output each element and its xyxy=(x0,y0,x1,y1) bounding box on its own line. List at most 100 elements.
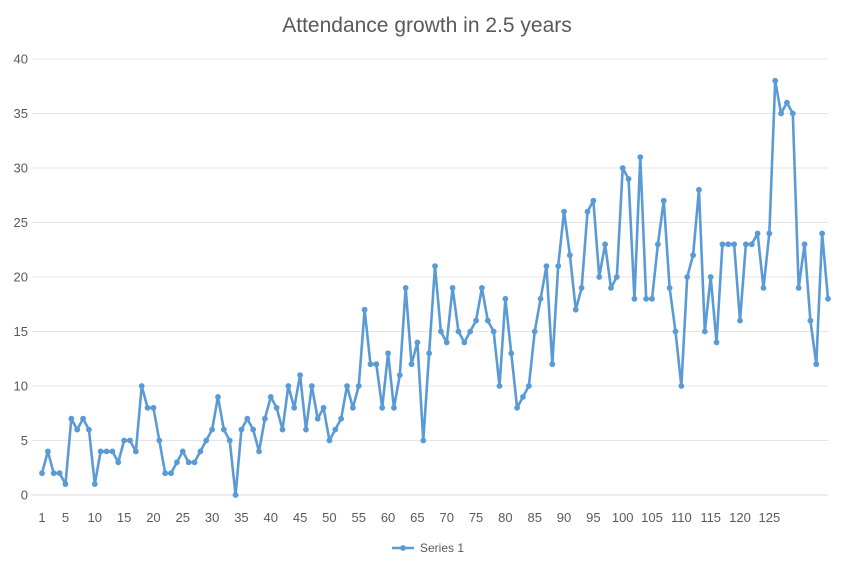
chart-title: Attendance growth in 2.5 years xyxy=(282,14,572,37)
data-point xyxy=(191,459,198,466)
data-point xyxy=(68,415,75,422)
data-point xyxy=(39,470,45,477)
data-point xyxy=(567,252,573,259)
x-tick-label: 30 xyxy=(205,510,219,525)
data-point xyxy=(256,448,262,455)
data-point xyxy=(467,328,474,335)
data-point xyxy=(97,448,104,455)
data-point xyxy=(261,415,268,422)
data-point xyxy=(391,404,397,411)
data-point xyxy=(326,437,333,444)
data-point xyxy=(613,274,620,280)
data-point xyxy=(690,252,696,259)
x-tick-label: 15 xyxy=(117,510,131,525)
data-point xyxy=(303,426,309,433)
x-tick-label: 105 xyxy=(641,510,663,525)
data-point xyxy=(625,176,632,182)
y-tick-label: 40 xyxy=(14,52,28,67)
data-point xyxy=(179,448,186,455)
data-point xyxy=(138,383,145,389)
data-point xyxy=(578,285,585,291)
data-point xyxy=(291,404,298,411)
data-point xyxy=(772,77,779,84)
x-tick-label: 75 xyxy=(469,510,483,525)
data-point xyxy=(115,459,122,466)
data-point xyxy=(56,470,63,477)
data-point xyxy=(103,448,110,455)
data-point xyxy=(778,110,784,117)
x-tick-label: 80 xyxy=(498,510,512,525)
data-point xyxy=(666,285,673,291)
data-point xyxy=(696,186,702,193)
data-point xyxy=(490,328,497,335)
data-point xyxy=(449,285,456,291)
data-point xyxy=(795,285,802,291)
data-point xyxy=(789,110,796,117)
data-point xyxy=(813,361,820,368)
y-tick-label: 0 xyxy=(21,488,28,503)
data-point xyxy=(238,426,245,433)
data-point xyxy=(174,459,180,466)
data-point xyxy=(537,295,544,302)
x-tick-label: 70 xyxy=(439,510,453,525)
data-point xyxy=(361,306,368,313)
data-point xyxy=(455,328,462,335)
x-tick-label: 90 xyxy=(557,510,571,525)
data-point xyxy=(396,372,403,378)
x-tick-label: 95 xyxy=(586,510,600,525)
data-point xyxy=(355,383,362,389)
legend: Series 1 xyxy=(392,541,464,555)
data-point xyxy=(144,404,151,411)
data-point xyxy=(479,285,485,291)
data-point xyxy=(496,383,503,389)
data-point xyxy=(543,263,550,269)
data-point xyxy=(825,295,831,302)
x-axis-ticks: 1 5 10 15 20 25 30 35 40 45 50 55 60 65 70 75 80 85 90 95 10… xyxy=(38,510,780,525)
x-tick-label: 35 xyxy=(234,510,248,525)
data-point xyxy=(162,470,169,477)
data-point xyxy=(549,361,556,368)
data-point xyxy=(156,437,163,444)
data-point xyxy=(742,241,749,248)
data-point xyxy=(338,415,345,422)
data-point xyxy=(332,426,339,433)
data-point xyxy=(660,197,667,204)
data-point xyxy=(608,285,614,291)
data-point xyxy=(731,241,738,248)
data-point xyxy=(590,197,597,204)
x-tick-label: 25 xyxy=(176,510,190,525)
data-point xyxy=(807,317,814,324)
data-point xyxy=(766,230,773,237)
data-point xyxy=(185,459,192,466)
data-point xyxy=(62,481,69,487)
y-tick-label: 20 xyxy=(14,270,28,285)
data-point xyxy=(414,339,421,346)
data-point xyxy=(819,230,826,237)
data-point xyxy=(150,404,157,411)
y-tick-label: 15 xyxy=(14,324,28,339)
y-tick-label: 30 xyxy=(14,161,28,176)
data-point xyxy=(637,154,644,161)
legend-marker xyxy=(400,545,406,551)
x-tick-label: 40 xyxy=(264,510,278,525)
data-point xyxy=(379,404,386,411)
data-point xyxy=(484,317,491,324)
x-tick-label: 125 xyxy=(758,510,780,525)
x-tick-label: 110 xyxy=(671,510,692,525)
data-point xyxy=(748,241,755,248)
x-tick-label: 120 xyxy=(729,510,751,525)
data-point xyxy=(596,274,603,280)
data-point xyxy=(426,350,433,357)
x-tick-label: 50 xyxy=(322,510,336,525)
y-tick-label: 35 xyxy=(14,106,28,121)
data-point xyxy=(385,350,391,357)
data-point xyxy=(631,295,638,302)
data-point xyxy=(531,328,538,335)
data-point xyxy=(215,394,221,400)
data-point xyxy=(44,448,51,455)
data-point xyxy=(572,306,579,313)
data-point xyxy=(649,295,655,302)
data-point xyxy=(707,274,714,280)
data-point xyxy=(197,448,204,455)
data-point xyxy=(437,328,444,335)
